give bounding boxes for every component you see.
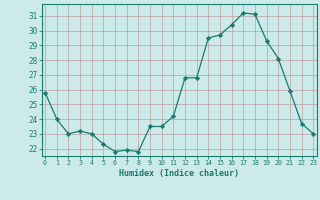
X-axis label: Humidex (Indice chaleur): Humidex (Indice chaleur) [119, 169, 239, 178]
